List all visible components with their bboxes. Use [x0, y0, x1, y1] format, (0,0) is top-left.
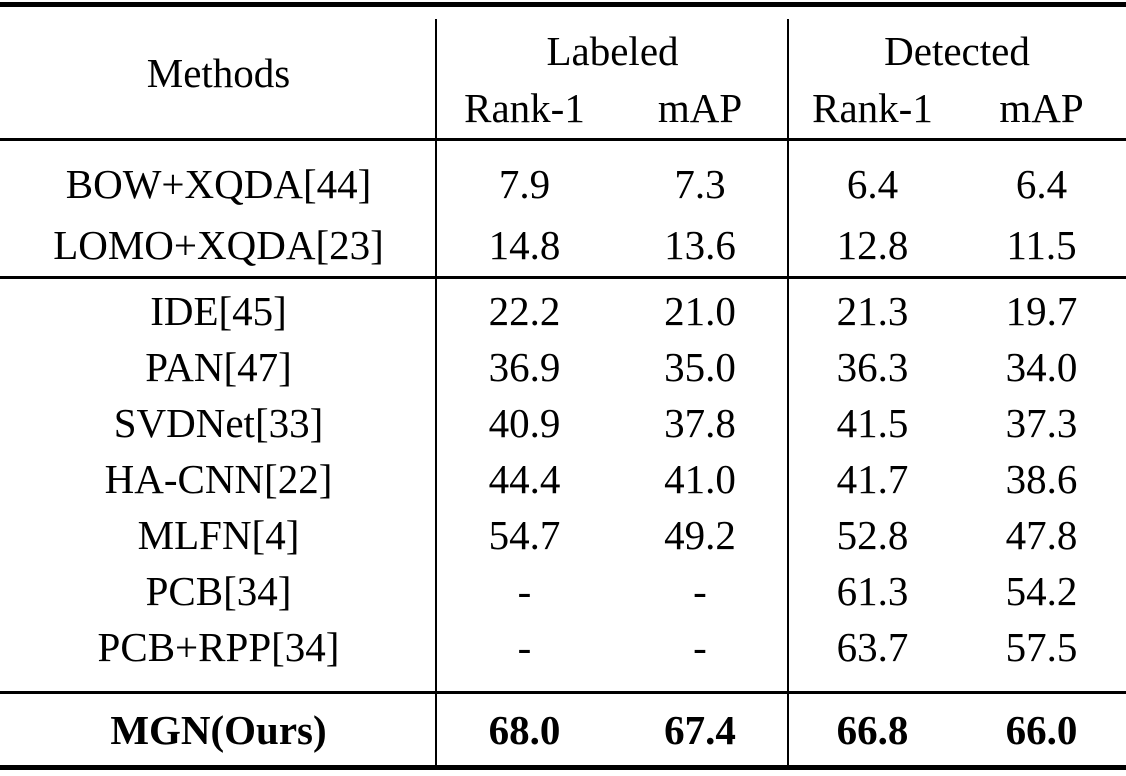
value-cell: -: [693, 568, 707, 614]
value-cell: 7.3: [674, 160, 726, 207]
value-cell: 41.7: [836, 456, 909, 502]
vertical-divider: [435, 279, 437, 691]
value-cell: 41.0: [664, 456, 736, 502]
vertical-divider: [435, 19, 437, 138]
value-cell: 57.5: [1005, 624, 1078, 670]
value-cell: 6.4: [846, 160, 899, 207]
table-bottom-rule: [0, 765, 1126, 770]
value-cell: -: [693, 624, 707, 670]
table-top-rule: [0, 2, 1126, 7]
section-divider-rule: [0, 691, 1126, 694]
vertical-divider: [435, 694, 437, 765]
value-cell: 37.8: [664, 400, 736, 446]
value-cell: 22.2: [488, 288, 561, 334]
method-cell: IDE[45]: [150, 288, 287, 334]
method-cell: PCB+RPP[34]: [97, 624, 340, 670]
value-cell: 19.7: [1005, 288, 1078, 334]
method-cell: HA-CNN[22]: [104, 456, 333, 502]
method-cell: PAN[47]: [145, 344, 292, 390]
value-cell: 47.8: [1005, 512, 1078, 558]
vertical-divider: [435, 141, 437, 276]
column-header-methods: Methods: [146, 49, 291, 96]
value-cell: 37.3: [1005, 400, 1078, 446]
value-cell: 63.7: [836, 624, 909, 670]
value-cell: 41.5: [836, 400, 909, 446]
column-header-detected-map: mAP: [999, 84, 1084, 131]
value-cell: 35.0: [664, 344, 736, 390]
table-section: IDE[45] 22.2 21.0 21.3 19.7 PAN[47] 36.9 35.0 36…: [0, 279, 1126, 691]
value-cell: 21.3: [836, 288, 909, 334]
column-header-labeled-rank1: Rank-1: [464, 84, 585, 131]
value-cell: 66.8: [836, 706, 909, 753]
value-cell: 67.4: [664, 706, 736, 753]
table-section: MGN(Ours) 68.0 67.4 66.8 66.0: [0, 694, 1126, 765]
value-cell: 21.0: [664, 288, 736, 334]
value-cell: 40.9: [488, 400, 561, 446]
vertical-divider: [787, 19, 789, 138]
value-cell: -: [517, 624, 532, 670]
value-cell: -: [517, 568, 532, 614]
method-cell: SVDNet[33]: [113, 400, 324, 446]
column-group-labeled: Labeled: [546, 28, 679, 74]
value-cell: 7.9: [498, 160, 551, 207]
table-section: BOW+XQDA[44] 7.9 7.3 6.4 6.4 LOMO+XQDA[23] 14.…: [0, 141, 1126, 276]
column-header-labeled-map: mAP: [657, 84, 743, 131]
method-cell: PCB[34]: [145, 568, 292, 614]
section-divider-rule: [0, 276, 1126, 279]
value-cell: 36.3: [836, 344, 909, 390]
value-cell: 49.2: [664, 512, 736, 558]
value-cell: 11.5: [1006, 222, 1077, 269]
value-cell: 36.9: [488, 344, 561, 390]
vertical-divider: [787, 141, 789, 276]
value-cell: 38.6: [1005, 456, 1078, 502]
header-divider-rule: [0, 138, 1126, 141]
method-cell: MLFN[4]: [137, 512, 300, 558]
value-cell: 68.0: [488, 706, 561, 753]
method-cell: MGN(Ours): [110, 706, 327, 753]
value-cell: 44.4: [488, 456, 561, 502]
column-group-detected: Detected: [884, 28, 1030, 74]
value-cell: 14.8: [488, 222, 561, 269]
value-cell: 66.0: [1005, 706, 1078, 753]
table-header: Methods Labeled Detected Rank-1 mAP Rank…: [0, 7, 1126, 138]
method-cell: LOMO+XQDA[23]: [53, 222, 384, 269]
value-cell: 54.2: [1005, 568, 1078, 614]
column-header-detected-rank1: Rank-1: [812, 84, 933, 131]
value-cell: 13.6: [664, 222, 736, 269]
method-cell: BOW+XQDA[44]: [65, 160, 372, 207]
table-body: BOW+XQDA[44] 7.9 7.3 6.4 6.4 LOMO+XQDA[23] 14.…: [0, 141, 1126, 765]
value-cell: 6.4: [1015, 160, 1068, 207]
value-cell: 12.8: [836, 222, 909, 269]
vertical-divider: [787, 279, 789, 691]
value-cell: 54.7: [488, 512, 561, 558]
value-cell: 52.8: [836, 512, 909, 558]
vertical-divider: [787, 694, 789, 765]
value-cell: 34.0: [1005, 344, 1078, 390]
value-cell: 61.3: [836, 568, 909, 614]
